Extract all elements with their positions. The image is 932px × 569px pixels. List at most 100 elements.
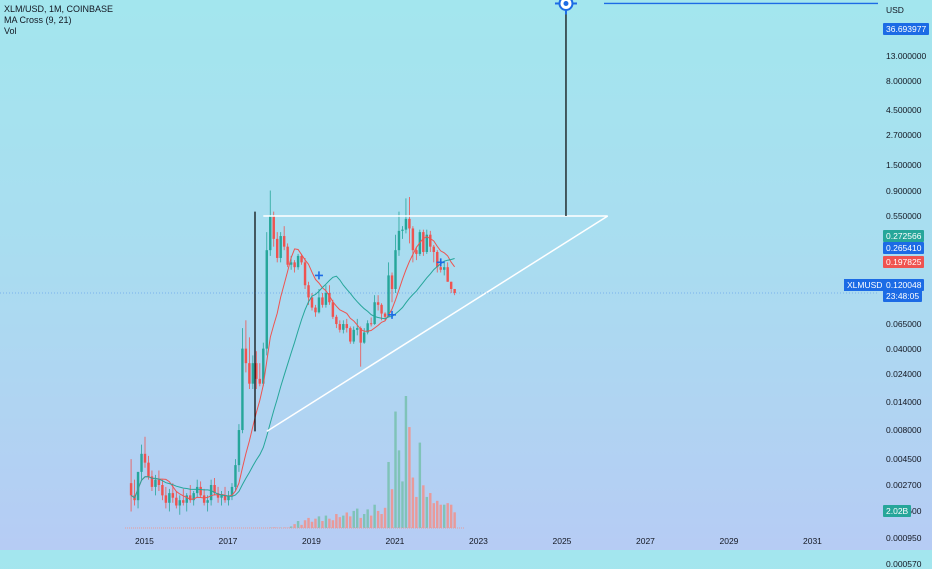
candle-body xyxy=(144,454,146,463)
candle-body xyxy=(276,239,278,258)
volume-bar xyxy=(387,462,389,528)
candle-body xyxy=(363,333,365,343)
volume-bar xyxy=(412,478,414,528)
volume-bar xyxy=(436,501,438,528)
volume-tag: 2.02B xyxy=(883,505,911,517)
volume-bar xyxy=(311,522,313,528)
volume-bar xyxy=(433,503,435,528)
volume-bar xyxy=(332,520,334,528)
candle-body xyxy=(440,267,442,270)
price-tick-label: 0.900000 xyxy=(886,186,921,196)
price-chart[interactable] xyxy=(0,0,932,550)
price-tick-label: 13.000000 xyxy=(886,51,926,61)
candle-body xyxy=(314,308,316,313)
ma-fast-tag: 0.272566 xyxy=(883,230,924,242)
volume-bar xyxy=(307,518,309,528)
candle-body xyxy=(158,480,160,485)
volume-bar xyxy=(408,427,410,528)
candle-body xyxy=(199,487,201,495)
volume-bar xyxy=(405,396,407,528)
candle-body xyxy=(332,302,334,317)
candle-body xyxy=(391,275,393,289)
symbol-tag: XLMUSD xyxy=(844,279,885,291)
volume-bar xyxy=(380,514,382,528)
volume-bar xyxy=(339,517,341,528)
volume-bar xyxy=(359,518,361,528)
candle-body xyxy=(172,493,174,498)
volume-bar xyxy=(342,516,344,528)
volume-bar xyxy=(314,519,316,528)
candle-body xyxy=(210,485,212,500)
year-tick-label: 2023 xyxy=(469,536,488,546)
candle-body xyxy=(269,216,271,250)
candle-body xyxy=(408,219,410,229)
candle-body xyxy=(412,228,414,250)
candle-body xyxy=(293,262,295,267)
year-tick-label: 2031 xyxy=(803,536,822,546)
price-tick-label: 0.550000 xyxy=(886,211,921,221)
volume-bar xyxy=(318,516,320,528)
candle-body xyxy=(283,236,285,247)
candle-body xyxy=(307,285,309,297)
year-tick-label: 2019 xyxy=(302,536,321,546)
candle-body xyxy=(161,485,163,495)
volume-bar xyxy=(415,497,417,528)
volume-bar xyxy=(363,514,365,528)
volume-bar xyxy=(373,505,375,528)
price-tick-label: 0.000950 xyxy=(886,533,921,543)
candle-body xyxy=(286,247,288,265)
candle-body xyxy=(377,302,379,305)
candle-body xyxy=(165,495,167,502)
candle-body xyxy=(168,493,170,503)
volume-bar xyxy=(349,516,351,528)
volume-bar xyxy=(366,509,368,528)
candle-body xyxy=(387,275,389,316)
volume-bar xyxy=(321,521,323,528)
price-tick-label: 2.700000 xyxy=(886,130,921,140)
candle-body xyxy=(266,250,268,348)
candle-body xyxy=(433,247,435,252)
year-tick-label: 2025 xyxy=(553,536,572,546)
year-tick-label: 2027 xyxy=(636,536,655,546)
volume-label[interactable]: Vol xyxy=(4,26,113,37)
countdown-tag: 23:48:05 xyxy=(883,290,922,302)
volume-bar xyxy=(377,511,379,528)
candle-body xyxy=(196,487,198,493)
candle-body xyxy=(443,267,445,270)
candle-body xyxy=(394,250,396,289)
candle-body xyxy=(353,330,355,342)
price-tick-label: 8.000000 xyxy=(886,76,921,86)
candle-body xyxy=(453,289,455,293)
candle-body xyxy=(325,293,327,305)
volume-bar xyxy=(426,497,428,528)
volume-bar xyxy=(450,505,452,528)
volume-bar xyxy=(328,519,330,528)
price-tick-label: 0.008000 xyxy=(886,425,921,435)
candle-body xyxy=(422,232,424,252)
volume-bar xyxy=(401,481,403,528)
price-tick-label: 0.002700 xyxy=(886,480,921,490)
candle-body xyxy=(297,256,299,267)
price-tick-label: 4.500000 xyxy=(886,105,921,115)
candle-body xyxy=(220,495,222,497)
trend-drawings[interactable] xyxy=(255,0,878,431)
candle-body xyxy=(241,349,243,430)
candle-body xyxy=(339,324,341,330)
candle-body xyxy=(356,328,358,330)
candle-body xyxy=(380,305,382,314)
indicator-label[interactable]: MA Cross (9, 21) xyxy=(4,15,113,26)
volume-bar xyxy=(429,493,431,528)
volume-bar xyxy=(325,516,327,528)
candle-body xyxy=(238,430,240,465)
candle-body xyxy=(321,297,323,304)
candle-body xyxy=(349,328,351,341)
candle-body xyxy=(346,324,348,328)
volume-bar xyxy=(391,489,393,528)
candle-body xyxy=(300,256,302,262)
volume-bar xyxy=(346,512,348,528)
candle-body xyxy=(342,324,344,330)
candle-body xyxy=(405,219,407,230)
candle-body xyxy=(248,363,250,384)
target-price-tag: 36.693977 xyxy=(883,23,929,35)
price-tick-label: 1.500000 xyxy=(886,160,921,170)
